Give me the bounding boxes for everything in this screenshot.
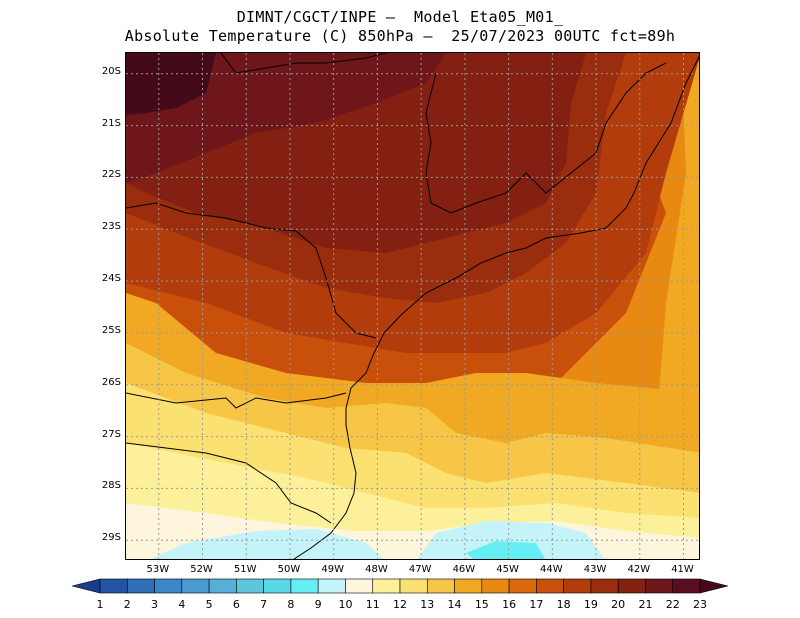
colorbar-box xyxy=(154,578,183,594)
lat-lon-grid xyxy=(126,53,699,559)
lon-tick-label: 45W xyxy=(496,564,519,575)
lat-tick-label: 29S xyxy=(101,532,121,544)
lon-tick-label: 53W xyxy=(146,564,170,575)
lat-tick-label: 22S xyxy=(101,169,121,181)
colorbar-tick-label: 3 xyxy=(151,598,159,611)
colorbar-box xyxy=(672,578,701,594)
colorbar-box xyxy=(236,578,264,594)
colorbar-box xyxy=(317,578,346,594)
field-band-10a xyxy=(150,529,384,559)
lon-tick-label: 42W xyxy=(627,564,651,575)
colorbar-box xyxy=(645,578,674,594)
colorbar-box xyxy=(508,578,537,594)
colorbar-tick-label: 14 xyxy=(447,598,462,611)
title-line-2: Absolute Temperature (C) 850hPa – 25/07/… xyxy=(124,27,676,45)
colorbar-tick-label: 7 xyxy=(260,598,268,611)
colorbar-tick-label: 9 xyxy=(314,598,322,611)
lon-tick-label: 47W xyxy=(408,564,432,575)
lon-tick-label: 46W xyxy=(452,564,476,575)
map-panel xyxy=(125,52,700,560)
colorbar-box xyxy=(290,578,319,594)
temperature-field xyxy=(126,53,699,559)
lat-tick-label: 24S xyxy=(101,273,121,285)
state-border-1 xyxy=(126,202,377,339)
state-border-3 xyxy=(126,442,332,524)
lat-tick-label: 23S xyxy=(101,221,121,233)
lon-tick-label: 43W xyxy=(583,564,607,575)
lon-tick-label: 50W xyxy=(277,564,301,575)
colorbar-tick-label: 2 xyxy=(123,598,131,611)
colorbar-box xyxy=(536,578,564,594)
field-band-amber-east xyxy=(656,53,699,472)
lat-tick-label: 26S xyxy=(101,376,121,388)
colorbar-tick-label: 18 xyxy=(556,598,571,611)
state-border-4 xyxy=(425,62,667,214)
colorbar-tick-label: 23 xyxy=(693,598,707,611)
state-border-5 xyxy=(220,53,387,74)
field-band-9 xyxy=(466,541,545,559)
lat-tick-label: 27S xyxy=(101,428,121,440)
colorbar xyxy=(71,578,729,594)
title-line-1: DIMNT/CGCT/INPE – Model Eta05_M01_ xyxy=(236,8,564,26)
colorbar-box xyxy=(617,578,646,594)
lat-tick-label: 21S xyxy=(101,117,121,129)
colorbar-box xyxy=(399,578,428,594)
lon-tick-label: 44W xyxy=(540,564,563,575)
colorbar-tick-label: 8 xyxy=(287,598,295,611)
colorbar-tick-label: 15 xyxy=(474,598,489,611)
colorbar-box xyxy=(208,578,237,594)
colorbar-box xyxy=(454,578,483,594)
colorbar-box xyxy=(590,578,619,594)
colorbar-box xyxy=(99,578,128,594)
colorbar-tick-label: 11 xyxy=(365,598,380,611)
colorbar-tick-label: 1 xyxy=(96,598,104,611)
colorbar-box xyxy=(126,578,155,594)
colorbar-tick-label: 5 xyxy=(205,598,213,611)
colorbar-tick-label: 22 xyxy=(665,598,680,611)
colorbar-box xyxy=(481,578,510,594)
colorbar-box xyxy=(563,578,592,594)
colorbar-box xyxy=(372,578,401,594)
colorbar-tick-label: 16 xyxy=(502,598,517,611)
lon-tick-label: 48W xyxy=(365,564,388,575)
lon-tick-label: 52W xyxy=(190,564,213,575)
lat-tick-label: 28S xyxy=(101,480,121,492)
colorbar-box xyxy=(181,578,210,594)
field-band-23 xyxy=(126,53,216,115)
colorbar-tick-label: 6 xyxy=(232,598,240,611)
lat-tick-label: 20S xyxy=(101,65,121,77)
colorbar-box xyxy=(345,578,374,594)
lon-tick-label: 41W xyxy=(671,564,694,575)
temperature-map xyxy=(126,53,699,559)
colorbar-tick-label: 13 xyxy=(420,598,435,611)
colorbar-tick-label: 4 xyxy=(178,598,186,611)
colorbar-tick-label: 21 xyxy=(638,598,653,611)
colorbar-tick-label: 17 xyxy=(529,598,544,611)
colorbar-box xyxy=(426,578,455,594)
colorbar-tick-label: 20 xyxy=(611,598,626,611)
colorbar-under-triangle xyxy=(71,578,101,594)
lat-tick-label: 25S xyxy=(101,324,121,336)
coastline xyxy=(293,55,699,559)
lon-tick-label: 49W xyxy=(321,564,344,575)
colorbar-box xyxy=(263,578,292,594)
colorbar-over-triangle xyxy=(699,578,729,594)
colorbar-tick-label: 12 xyxy=(393,598,407,611)
colorbar-tick-label: 19 xyxy=(583,598,598,611)
colorbar-tick-label: 10 xyxy=(338,598,353,611)
lon-tick-label: 51W xyxy=(233,564,257,575)
